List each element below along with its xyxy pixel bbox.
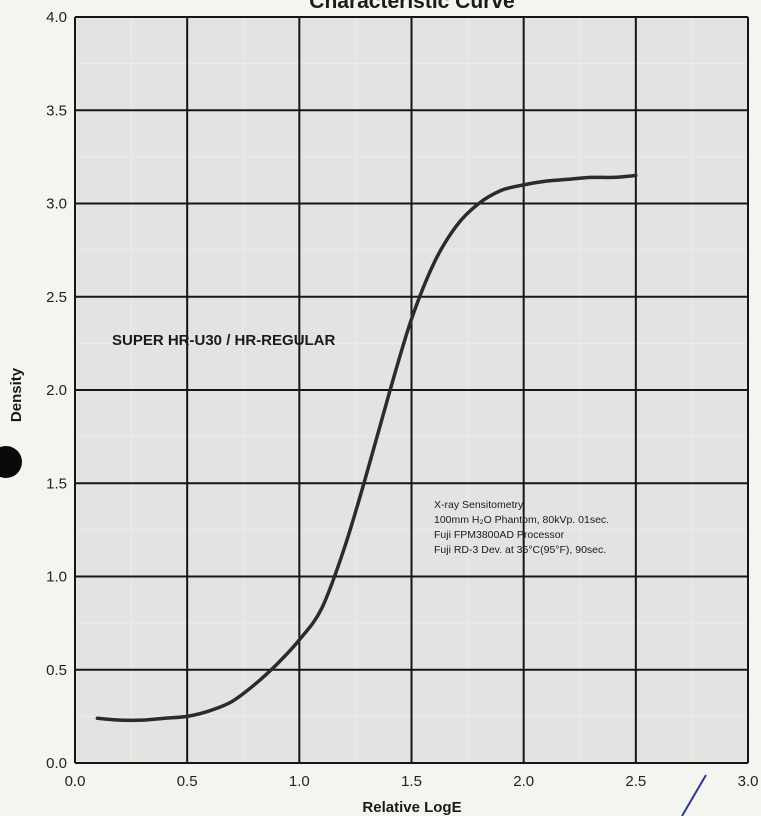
- x-tick-label: 3.0: [738, 773, 759, 790]
- x-tick-label: 2.5: [625, 773, 646, 790]
- note-line: Fuji FPM3800AD Processor: [434, 529, 565, 541]
- y-tick-label: 1.0: [46, 569, 67, 586]
- x-axis-ticks: 0.0 0.5 1.0 1.5 2.0 2.5 3.0: [65, 773, 759, 790]
- characteristic-curve: [95, 173, 638, 723]
- y-tick-label: 4.0: [46, 9, 67, 26]
- y-axis-ticks: 0.0 0.5 1.0 1.5 2.0 2.5 3.0 3.5 4.0: [46, 9, 67, 772]
- y-tick-label: 2.0: [46, 382, 67, 399]
- series-label: SUPER HR-U30 / HR-REGULAR: [112, 332, 336, 349]
- y-tick-label: 1.5: [46, 475, 67, 492]
- y-axis-title: Density: [8, 367, 25, 422]
- note-line: X-ray Sensitometry: [434, 499, 524, 511]
- y-tick-label: 2.5: [46, 289, 67, 306]
- y-tick-label: 3.5: [46, 102, 67, 119]
- exposure-conditions-note: X-ray Sensitometry 100mm H₂O Phantom, 80k…: [434, 499, 609, 556]
- note-line: 100mm H₂O Phantom, 80kVp. 01sec.: [434, 514, 609, 526]
- y-tick-label: 3.0: [46, 196, 67, 213]
- x-tick-label: 0.0: [65, 773, 86, 790]
- note-line: Fuji RD-3 Dev. at 35°C(95°F), 90sec.: [434, 544, 606, 556]
- x-tick-label: 1.0: [289, 773, 310, 790]
- x-tick-label: 0.5: [177, 773, 198, 790]
- grid: [74, 16, 749, 764]
- x-tick-label: 2.0: [513, 773, 534, 790]
- x-axis-title: Relative LogE: [362, 799, 461, 816]
- chart-title: Characteristic Curve: [309, 0, 514, 13]
- y-tick-label: 0.5: [46, 662, 67, 679]
- y-tick-label: 0.0: [46, 755, 67, 772]
- page-marker-dot: [0, 446, 22, 478]
- pen-stroke-mark: [681, 774, 707, 816]
- x-tick-label: 1.5: [401, 773, 422, 790]
